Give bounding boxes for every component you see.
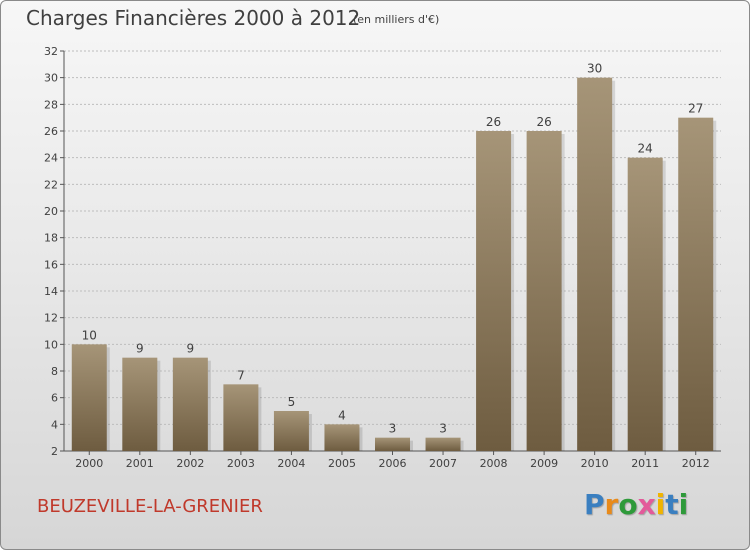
- x-tick-label: 2000: [75, 457, 103, 470]
- x-tick-label: 2008: [480, 457, 508, 470]
- logo-letter: i: [678, 488, 689, 521]
- y-tick-label: 6: [51, 392, 58, 405]
- x-tick-label: 2002: [176, 457, 204, 470]
- y-tick-label: 22: [44, 178, 58, 191]
- y-tick-label: 10: [44, 338, 58, 351]
- bar-value-label: 30: [587, 62, 602, 76]
- y-tick-label: 32: [44, 45, 58, 58]
- bar: [678, 117, 714, 452]
- x-tick-label: 2009: [530, 457, 558, 470]
- y-tick-label: 28: [44, 98, 58, 111]
- bar-value-label: 26: [486, 115, 501, 129]
- y-tick-label: 12: [44, 312, 58, 325]
- logo-letter: o: [618, 488, 638, 521]
- x-tick-label: 2007: [429, 457, 457, 470]
- logo-letter: x: [637, 488, 656, 521]
- y-tick-label: 24: [44, 152, 58, 165]
- bar: [375, 437, 410, 451]
- bar: [71, 344, 107, 451]
- bar: [223, 384, 259, 451]
- y-tick-label: 8: [51, 365, 58, 378]
- bar: [172, 357, 208, 451]
- x-tick-label: 2006: [379, 457, 407, 470]
- x-tick-label: 2001: [126, 457, 154, 470]
- bar: [273, 411, 309, 451]
- logo-letter: i: [655, 488, 666, 521]
- y-tick-label: 18: [44, 232, 58, 245]
- bar: [122, 357, 158, 451]
- y-tick-label: 20: [44, 205, 58, 218]
- bar-value-label: 4: [338, 408, 346, 422]
- y-tick-label: 26: [44, 125, 58, 138]
- logo-letter: r: [604, 488, 619, 521]
- bar-value-label: 24: [638, 142, 653, 156]
- bar-value-label: 9: [187, 342, 195, 356]
- x-tick-label: 2010: [581, 457, 609, 470]
- bar-value-label: 9: [136, 342, 144, 356]
- x-tick-label: 2011: [631, 457, 659, 470]
- y-tick-label: 14: [44, 285, 58, 298]
- commune-name: BEUZEVILLE-LA-GRENIER: [37, 496, 263, 517]
- bar-value-label: 7: [237, 368, 245, 382]
- x-tick-label: 2005: [328, 457, 356, 470]
- bar-value-label: 10: [82, 328, 97, 342]
- y-tick-label: 16: [44, 258, 58, 271]
- x-tick-label: 2012: [682, 457, 710, 470]
- y-tick-label: 2: [51, 445, 58, 458]
- x-tick-label: 2003: [227, 457, 255, 470]
- x-tick-label: 2004: [277, 457, 305, 470]
- bar: [526, 131, 562, 451]
- chart-title: Charges Financières 2000 à 2012: [26, 6, 361, 30]
- bar-value-label: 26: [536, 115, 551, 129]
- bar-value-label: 3: [439, 422, 447, 436]
- bar: [324, 424, 360, 451]
- bar: [577, 77, 613, 452]
- logo-letter: P: [584, 488, 605, 521]
- bar-value-label: 5: [288, 395, 296, 409]
- bar: [627, 157, 663, 451]
- bar-value-label: 27: [688, 102, 703, 116]
- logo-letter: t: [665, 488, 679, 521]
- y-tick-label: 4: [51, 418, 58, 431]
- bar: [425, 437, 461, 451]
- proxiti-logo[interactable]: Proxiti: [584, 488, 688, 521]
- y-tick-label: 30: [44, 72, 58, 85]
- bar: [476, 131, 512, 451]
- chart-subtitle: (en milliers d'€): [353, 13, 440, 26]
- bar-value-label: 3: [389, 422, 397, 436]
